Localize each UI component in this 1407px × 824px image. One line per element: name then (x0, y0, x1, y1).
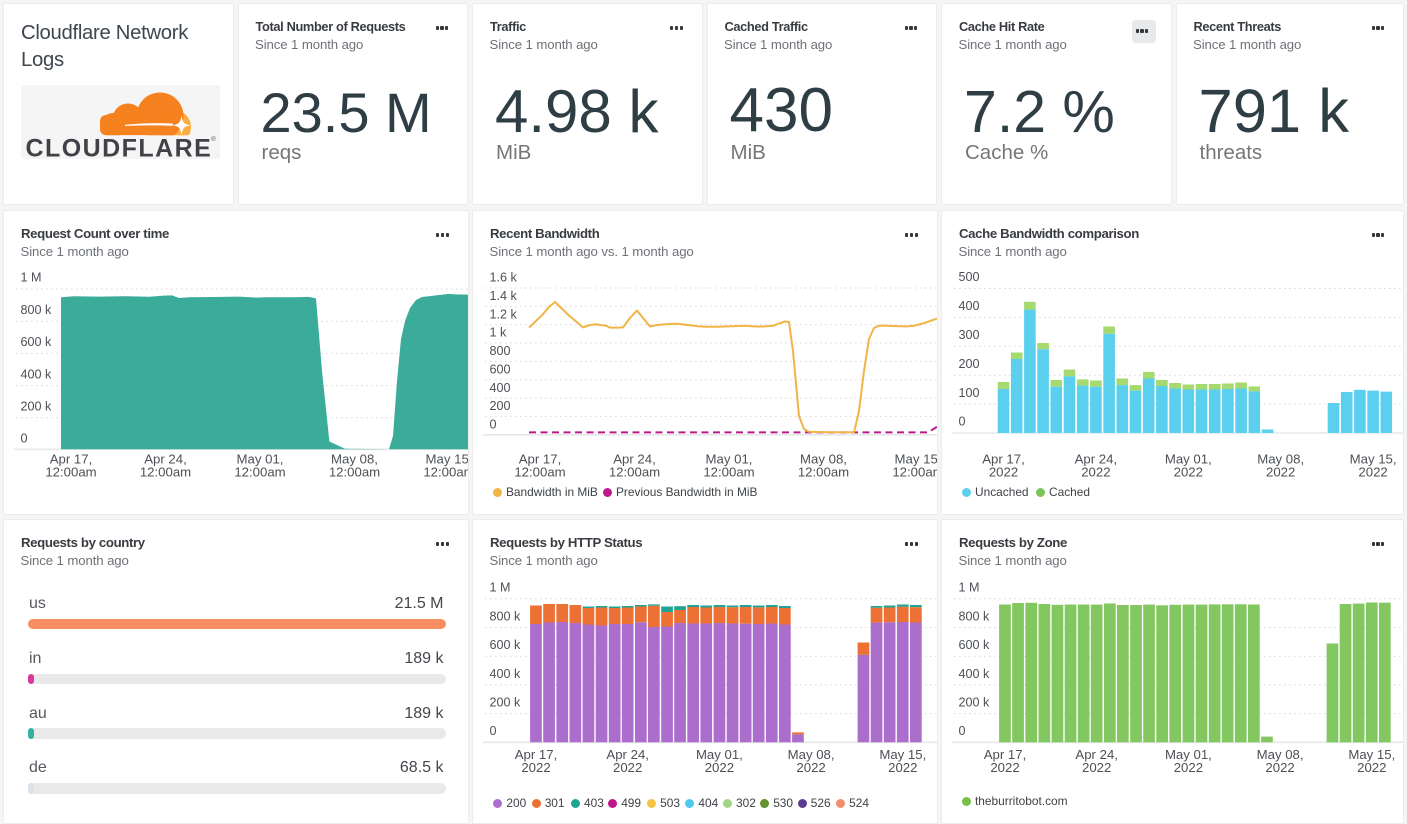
svg-text:1 M: 1 M (490, 581, 511, 595)
svg-text:Apr 17,: Apr 17, (984, 747, 1027, 762)
svg-text:May 08,: May 08, (1257, 747, 1304, 762)
svg-text:12:00am: 12:00am (514, 465, 565, 480)
svg-text:600 k: 600 k (959, 638, 991, 652)
svg-text:12:00am: 12:00am (329, 465, 380, 480)
svg-text:Apr 24,: Apr 24, (613, 452, 656, 467)
svg-text:600 k: 600 k (490, 638, 522, 652)
svg-text:1 k: 1 k (490, 326, 508, 340)
svg-text:200 k: 200 k (21, 400, 53, 414)
svg-text:2022: 2022 (796, 760, 825, 775)
svg-text:400 k: 400 k (21, 367, 53, 381)
svg-text:200 k: 200 k (490, 696, 522, 710)
svg-text:1 M: 1 M (21, 271, 42, 285)
svg-text:May 01,: May 01, (237, 452, 284, 467)
svg-text:400 k: 400 k (490, 667, 522, 681)
svg-text:May 15,: May 15, (879, 747, 926, 762)
svg-text:May 08,: May 08, (800, 452, 847, 467)
svg-text:0: 0 (959, 724, 966, 738)
svg-text:May 01,: May 01, (1165, 452, 1212, 467)
svg-text:2022: 2022 (1082, 760, 1111, 775)
svg-text:0: 0 (959, 415, 966, 429)
svg-text:May 15,: May 15, (1348, 747, 1395, 762)
svg-text:12:00am: 12:00am (609, 465, 660, 480)
svg-text:12:00am: 12:00am (423, 465, 468, 480)
svg-text:800: 800 (490, 344, 511, 358)
svg-text:12:00am: 12:00am (140, 465, 191, 480)
svg-text:2022: 2022 (1265, 760, 1294, 775)
svg-text:®: ® (211, 135, 216, 143)
svg-text:2022: 2022 (1081, 465, 1110, 480)
svg-text:800 k: 800 k (959, 609, 991, 623)
svg-text:12:00am: 12:00am (892, 465, 937, 480)
svg-text:2022: 2022 (613, 760, 642, 775)
svg-text:2022: 2022 (705, 760, 734, 775)
svg-text:2022: 2022 (1174, 760, 1203, 775)
svg-text:800 k: 800 k (21, 303, 53, 317)
svg-text:2022: 2022 (1357, 760, 1386, 775)
svg-text:Apr 24,: Apr 24, (1075, 452, 1118, 467)
svg-text:2022: 2022 (990, 760, 1019, 775)
svg-text:12:00am: 12:00am (45, 465, 96, 480)
svg-text:2022: 2022 (1174, 465, 1203, 480)
svg-text:300: 300 (959, 328, 980, 342)
svg-text:800 k: 800 k (490, 609, 522, 623)
svg-text:Apr 24,: Apr 24, (606, 747, 649, 762)
svg-text:0: 0 (490, 417, 497, 431)
svg-text:CLOUDFLARE: CLOUDFLARE (26, 135, 213, 160)
svg-text:200: 200 (959, 357, 980, 371)
svg-text:Apr 17,: Apr 17, (515, 747, 558, 762)
svg-text:2022: 2022 (989, 465, 1018, 480)
svg-text:May 08,: May 08, (331, 452, 378, 467)
svg-text:400 k: 400 k (959, 667, 991, 681)
svg-text:May 01,: May 01, (1165, 747, 1212, 762)
svg-text:May 01,: May 01, (706, 452, 753, 467)
svg-text:1.6 k: 1.6 k (490, 271, 518, 285)
svg-text:May 01,: May 01, (696, 747, 743, 762)
svg-text:2022: 2022 (1358, 465, 1387, 480)
svg-text:12:00am: 12:00am (703, 465, 754, 480)
svg-text:400: 400 (490, 381, 511, 395)
svg-text:May 08,: May 08, (1257, 452, 1304, 467)
svg-text:2022: 2022 (521, 760, 550, 775)
svg-text:12:00am: 12:00am (798, 465, 849, 480)
svg-text:May 08,: May 08, (788, 747, 835, 762)
svg-text:200: 200 (490, 399, 511, 413)
svg-text:2022: 2022 (888, 760, 917, 775)
svg-text:600: 600 (490, 362, 511, 376)
svg-text:Apr 17,: Apr 17, (519, 452, 562, 467)
svg-text:Apr 24,: Apr 24, (1075, 747, 1118, 762)
svg-text:200 k: 200 k (959, 696, 991, 710)
svg-text:Apr 17,: Apr 17, (982, 452, 1025, 467)
svg-text:12:00am: 12:00am (234, 465, 285, 480)
svg-text:May 15,: May 15, (895, 452, 937, 467)
svg-text:0: 0 (490, 724, 497, 738)
svg-text:600 k: 600 k (21, 335, 53, 349)
svg-text:1 M: 1 M (959, 581, 980, 595)
svg-text:Apr 17,: Apr 17, (50, 452, 93, 467)
svg-text:May 15,: May 15, (426, 452, 468, 467)
svg-text:0: 0 (21, 432, 28, 446)
svg-text:2022: 2022 (1266, 465, 1295, 480)
svg-text:400: 400 (959, 299, 980, 313)
svg-text:May 15,: May 15, (1350, 452, 1397, 467)
svg-text:1.2 k: 1.2 k (490, 307, 518, 321)
svg-text:100: 100 (959, 386, 980, 400)
svg-text:1.4 k: 1.4 k (490, 289, 518, 303)
svg-text:500: 500 (959, 270, 980, 284)
svg-text:Apr 24,: Apr 24, (144, 452, 187, 467)
